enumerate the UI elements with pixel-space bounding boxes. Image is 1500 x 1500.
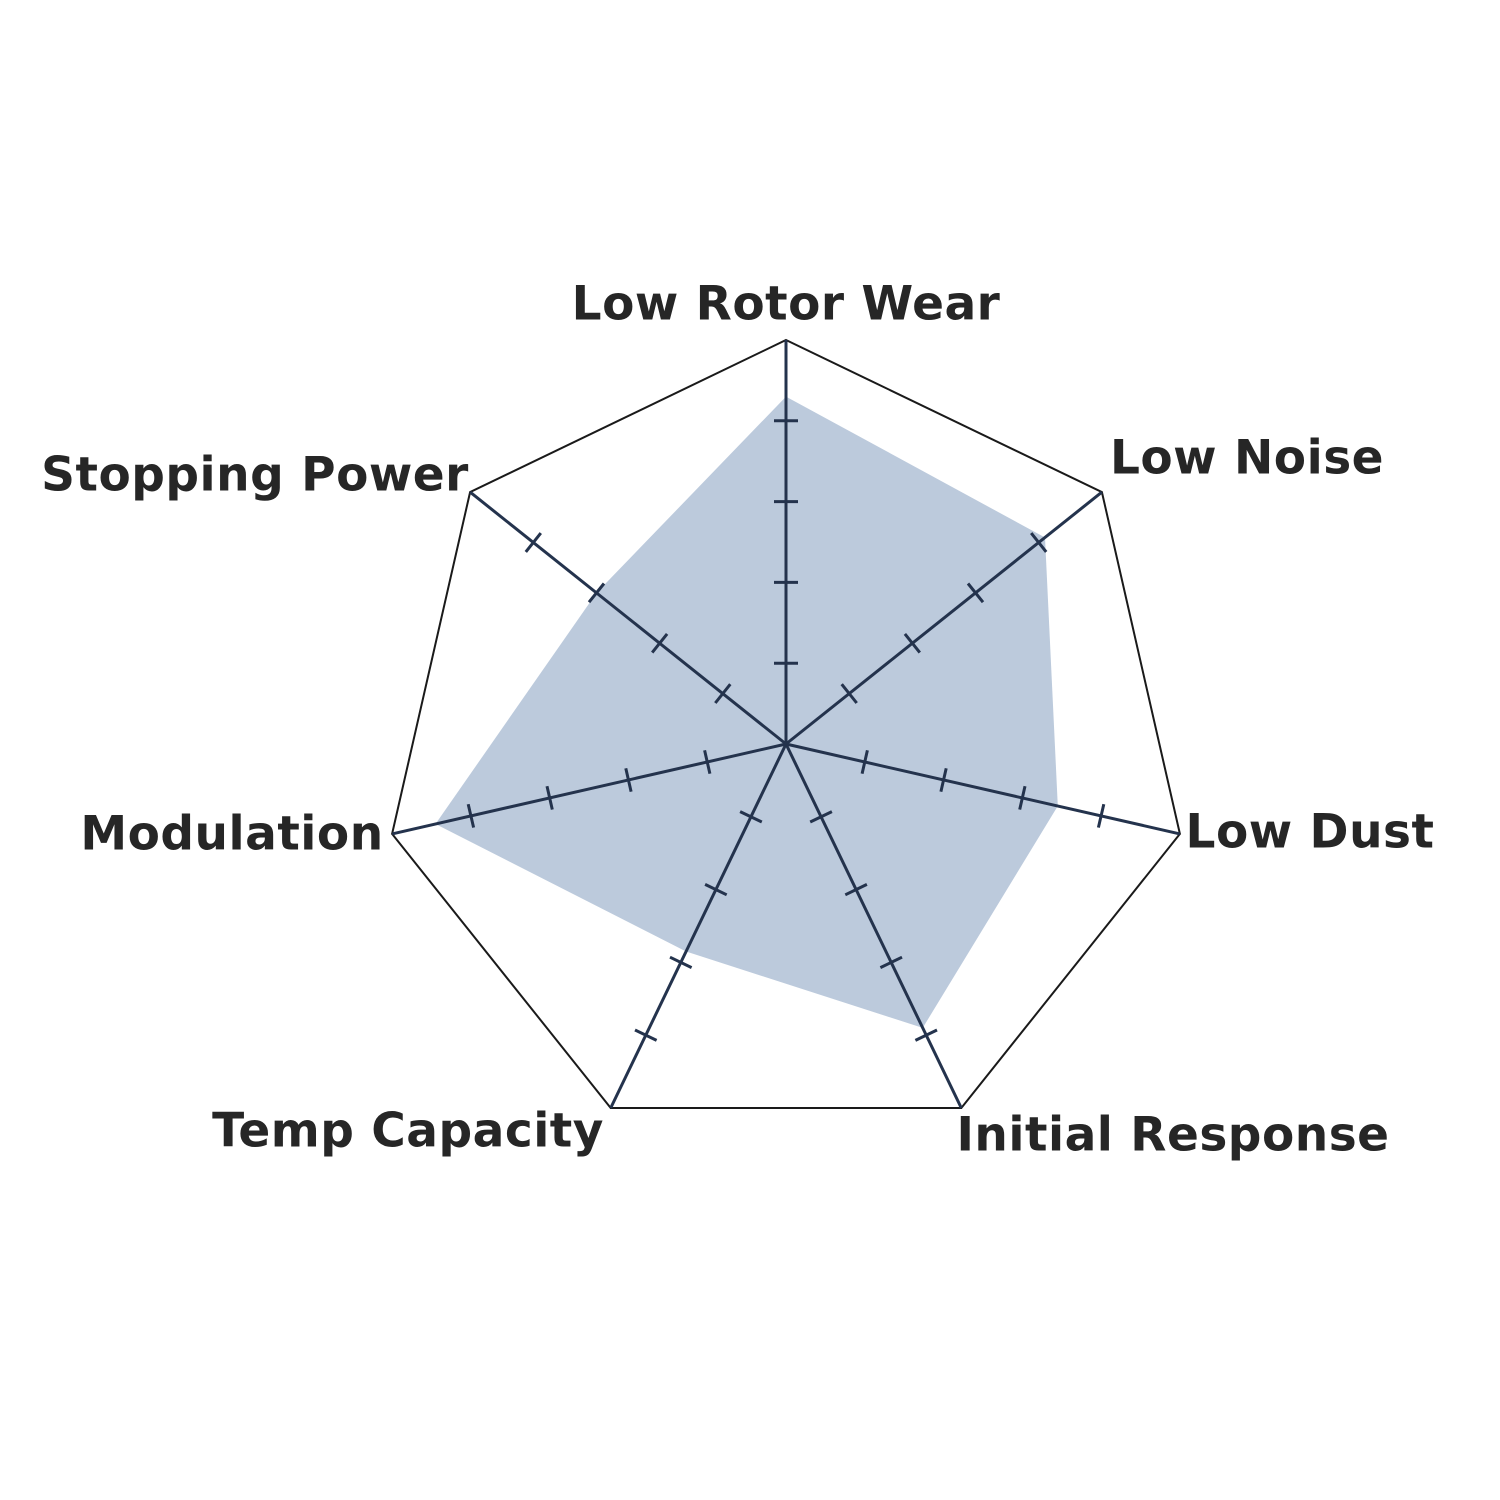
radar-axis-tick xyxy=(466,803,476,828)
radar-axis-tick xyxy=(840,683,858,704)
axis-label-initial-response: Initial Response xyxy=(956,1107,1390,1163)
radar-axis-tick xyxy=(809,810,833,824)
radar-axis-line xyxy=(609,743,788,1109)
radar-axis-tick xyxy=(524,532,542,553)
axis-label-modulation: Modulation xyxy=(80,806,384,862)
radar-axis-tick xyxy=(634,1028,658,1042)
radar-axis-line xyxy=(785,490,1103,746)
radar-axis-line xyxy=(785,742,1181,836)
radar-axis-tick xyxy=(844,883,868,897)
axis-label-low-rotor-wear: Low Rotor Wear xyxy=(571,276,1001,332)
radar-axis-tick xyxy=(669,955,693,969)
radar-axes-layer xyxy=(391,340,1181,1109)
axis-label-low-noise: Low Noise xyxy=(1109,430,1385,486)
axis-label-stopping-power: Stopping Power xyxy=(41,447,469,503)
radar-axis-tick xyxy=(704,883,728,897)
radar-axis-tick xyxy=(903,632,921,654)
radar-axis-tick xyxy=(966,582,985,604)
radar-axis-line xyxy=(784,743,963,1109)
radar-axis-tick xyxy=(703,749,712,775)
radar-axis-tick xyxy=(739,810,763,824)
radar-outline-layer xyxy=(391,338,1181,1109)
radar-outer-outline xyxy=(391,338,1181,1109)
radar-axis-tick xyxy=(714,683,732,704)
radar-axis-tick xyxy=(1030,532,1048,553)
radar-axis-tick xyxy=(624,767,633,793)
radar-axis-tick xyxy=(914,1028,938,1042)
radar-ticks-layer xyxy=(466,419,1106,1042)
axis-label-low-dust: Low Dust xyxy=(1185,804,1435,860)
radar-axis-tick xyxy=(1096,803,1106,828)
radar-axis-tick xyxy=(860,749,869,775)
radar-axis-tick xyxy=(651,632,669,654)
radar-axis-tick xyxy=(939,767,948,793)
radar-axis-tick xyxy=(1018,785,1027,810)
radar-axis-line xyxy=(469,490,787,746)
radar-axis-tick xyxy=(545,785,554,810)
radar-axis-tick xyxy=(587,582,606,604)
radar-axis-tick xyxy=(879,955,903,969)
axis-label-temp-capacity: Temp Capacity xyxy=(212,1103,604,1159)
radar-axis-line xyxy=(391,742,787,836)
